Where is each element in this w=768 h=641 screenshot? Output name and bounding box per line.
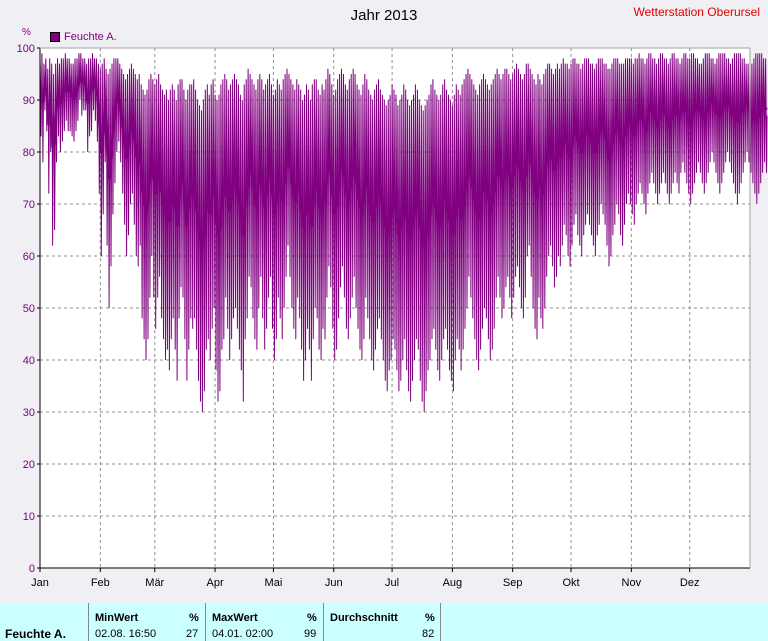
y-tick-label: 40 xyxy=(23,355,35,367)
x-tick-label: Jul xyxy=(385,577,399,589)
min-value: 27 xyxy=(186,628,199,640)
min-column: MinWert % 02.08. 16:50 27 xyxy=(88,603,206,641)
y-tick-label: 80 xyxy=(23,147,35,159)
series-mean-line xyxy=(39,73,768,247)
x-tick-label: Sep xyxy=(503,577,523,589)
x-tick-label: Aug xyxy=(443,577,463,589)
avg-unit: % xyxy=(425,612,435,624)
max-unit: % xyxy=(307,612,317,624)
y-tick-label: 10 xyxy=(23,511,35,523)
y-tick-label: 0 xyxy=(29,563,35,575)
avg-header: Durchschnitt xyxy=(330,612,398,624)
x-tick-label: Okt xyxy=(562,577,579,589)
max-time: 04.01. 02:00 xyxy=(212,628,274,640)
min-unit: % xyxy=(189,612,199,624)
avg-column: Durchschnitt % 82 xyxy=(323,603,441,641)
station-name: Wetterstation Oberursel xyxy=(633,5,761,19)
max-header: MaxWert xyxy=(212,612,258,624)
legend: Feuchte A. xyxy=(50,31,117,43)
legend-label: Feuchte A. xyxy=(64,31,117,43)
humidity-chart: 0 10 20 30 40 50 60 70 80 90 100 Jan Feb Mär Apr Mai Jun… xyxy=(17,43,768,589)
min-header: MinWert xyxy=(95,612,139,624)
y-tick-label: 50 xyxy=(23,303,35,315)
x-tick-label: Apr xyxy=(207,577,224,589)
x-tick-label: Mai xyxy=(265,577,283,589)
x-tick-label: Nov xyxy=(622,577,642,589)
y-tick-label: 70 xyxy=(23,199,35,211)
x-tick-label: Jan xyxy=(31,577,49,589)
chart-title: Jahr 2013 xyxy=(350,7,418,24)
y-tick-label: 90 xyxy=(23,95,35,107)
y-tick-label: 100 xyxy=(17,43,35,55)
y-axis-unit: % xyxy=(22,27,31,38)
footer-divider xyxy=(440,603,442,641)
y-tick-label: 20 xyxy=(23,459,35,471)
max-column: MaxWert % 04.01. 02:00 99 xyxy=(205,603,324,641)
max-value: 99 xyxy=(304,628,317,640)
stats-row-label: Feuchte A. xyxy=(5,627,66,641)
min-time: 02.08. 16:50 xyxy=(95,628,157,640)
y-tick-label: 30 xyxy=(23,407,35,419)
x-tick-label: Mär xyxy=(145,577,164,589)
stats-footer: Feuchte A. MinWert % 02.08. 16:50 27 Max… xyxy=(0,603,768,641)
x-tick-label: Dez xyxy=(680,577,700,589)
y-tick-label: 60 xyxy=(23,251,35,263)
x-tick-label: Feb xyxy=(91,577,110,589)
x-tick-label: Jun xyxy=(325,577,343,589)
legend-swatch xyxy=(50,32,60,42)
avg-value: 82 xyxy=(422,628,435,640)
